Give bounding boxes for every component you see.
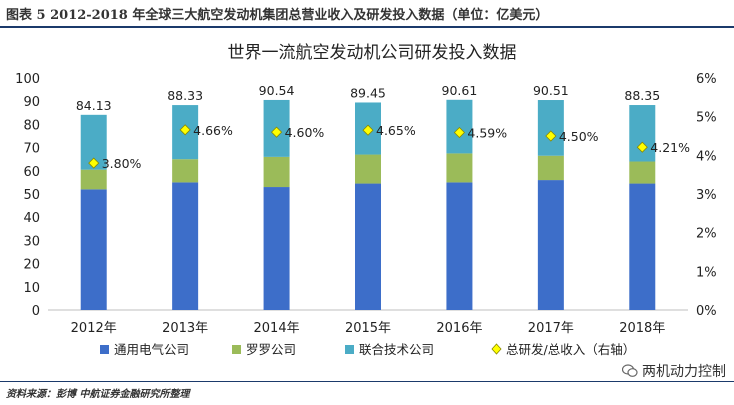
ratio-point — [453, 126, 465, 139]
source-note: 资料来源：彭博 中航证券金融研究所整理 — [6, 389, 190, 400]
ratio-label: 4.60% — [285, 125, 325, 140]
legend-label: 总研发/总收入（右轴） — [506, 342, 635, 357]
bar-segment — [446, 153, 473, 183]
bar-segment — [629, 183, 656, 310]
figure-caption: 图表 5 2012-2018 年全球三大航空发动机集团总营业收入及研发投入数据（… — [6, 8, 549, 23]
watermark: 两机动力控制 — [622, 361, 726, 381]
legend-label: 联合技术公司 — [359, 342, 434, 357]
legend-swatch — [345, 345, 354, 354]
top-divider — [0, 26, 734, 28]
y-left-tick-label: 50 — [23, 188, 40, 203]
y-left-tick-label: 10 — [23, 281, 40, 296]
bar-segment — [537, 100, 564, 156]
bar-segment — [263, 156, 290, 188]
ratio-point — [271, 126, 283, 138]
ratio-label: 4.50% — [559, 129, 599, 144]
bar-segment — [355, 154, 381, 184]
y-left-tick-label: 90 — [23, 95, 40, 110]
ratio-label: 4.66% — [193, 123, 233, 138]
watermark-text: 两机动力控制 — [642, 364, 726, 380]
y-right-tick-label: 3% — [696, 188, 717, 203]
ratio-label: 4.65% — [376, 123, 416, 138]
legend-swatch — [100, 345, 109, 354]
total-label: 90.61 — [442, 83, 478, 98]
x-tick-label: 2013年 — [162, 321, 208, 336]
total-label: 84.13 — [76, 98, 112, 113]
y-left-tick-label: 0 — [32, 304, 40, 319]
ratio-point — [362, 124, 374, 136]
bar-segment — [172, 182, 199, 310]
ratio-point — [88, 157, 100, 169]
y-right-tick-label: 5% — [696, 111, 717, 126]
total-label: 88.33 — [167, 88, 203, 103]
wechat-icon — [622, 364, 638, 377]
bar-segment — [80, 189, 107, 310]
total-label: 89.45 — [350, 85, 386, 100]
y-left-tick-label: 70 — [23, 142, 40, 157]
ratio-point — [636, 141, 648, 153]
x-tick-label: 2014年 — [254, 321, 300, 336]
rd-investment-chart: 世界一流航空发动机公司研发投入数据 0 10 20 30 40 50 60 70 80 90 100… — [15, 43, 717, 357]
ratio-label: 4.21% — [650, 140, 690, 155]
bar-segment — [172, 159, 199, 183]
x-tick-label: 2012年 — [71, 321, 117, 336]
ratio-point — [179, 124, 191, 136]
legend-swatch — [491, 343, 502, 355]
ratio-label: 4.59% — [467, 126, 507, 141]
y-left-tick-label: 30 — [23, 234, 40, 249]
x-tick-label: 2016年 — [436, 321, 482, 336]
bar-segment — [537, 180, 564, 310]
y-right-tick-label: 4% — [696, 149, 717, 164]
y-left-tick-label: 40 — [23, 211, 40, 226]
y-left-tick-label: 60 — [23, 165, 40, 180]
ratio-label: 3.80% — [102, 156, 142, 171]
total-label: 90.54 — [259, 83, 295, 98]
legend-swatch — [232, 345, 241, 354]
total-label: 88.35 — [624, 88, 660, 103]
y-right-tick-label: 6% — [696, 72, 717, 87]
bar-segment — [80, 169, 107, 190]
bar-segment — [446, 99, 473, 154]
x-tick-label: 2018年 — [619, 321, 665, 336]
x-tick-label: 2017年 — [528, 321, 574, 336]
y-right-tick-label: 2% — [696, 227, 717, 242]
y-left-tick-label: 100 — [15, 72, 40, 87]
chart-title: 世界一流航空发动机公司研发投入数据 — [228, 43, 517, 63]
bar-segment — [629, 161, 656, 184]
legend-label: 罗罗公司 — [246, 342, 296, 357]
bar-segment — [446, 182, 473, 310]
bar-segment — [263, 187, 290, 310]
y-left-tick-label: 80 — [23, 118, 40, 133]
total-label: 90.51 — [533, 83, 569, 98]
legend-label: 通用电气公司 — [114, 342, 189, 357]
ratio-point — [545, 130, 557, 142]
bar-segment — [537, 155, 564, 181]
bar-segment — [355, 183, 381, 310]
y-left-tick-label: 20 — [23, 258, 40, 273]
bottom-divider — [0, 381, 734, 382]
y-right-tick-label: 1% — [696, 265, 717, 280]
y-right-tick-label: 0% — [696, 304, 717, 319]
x-tick-label: 2015年 — [345, 321, 391, 336]
